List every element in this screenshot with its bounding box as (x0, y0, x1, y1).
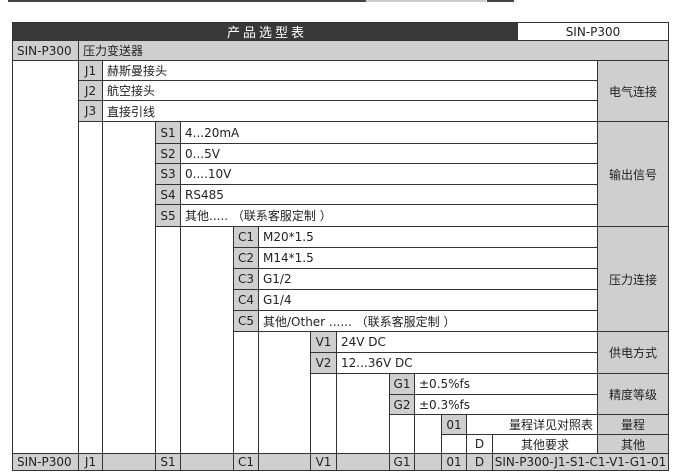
section-label-accuracy: 精度等级 (597, 373, 669, 415)
option-text-J3: 直接引线 (102, 100, 598, 122)
example-r: 01 (441, 453, 467, 471)
blank-column (414, 414, 442, 454)
example-blank (102, 453, 156, 471)
blank-column (78, 121, 103, 454)
option-text-D: 其他要求 (492, 434, 598, 454)
option-text-J1: 赫斯曼接头 (102, 60, 598, 81)
blank-column (441, 434, 467, 454)
option-code-C5: C5 (233, 310, 259, 332)
option-code-G2: G2 (389, 394, 415, 415)
option-text-S2: 0...5V (180, 143, 598, 164)
example-j: J1 (78, 453, 103, 471)
top-rule-light (366, 0, 486, 2)
top-rule-dark (8, 0, 366, 2)
table-title: 产品选型表 (12, 22, 518, 41)
example-g: G1 (389, 453, 415, 471)
option-code-S1: S1 (155, 121, 181, 144)
option-code-J2: J2 (78, 80, 103, 101)
option-code-S2: S2 (155, 143, 181, 164)
blank-column (180, 226, 234, 454)
option-code-J3: J3 (78, 100, 103, 122)
header-product-name: 压力变送器 (78, 40, 669, 61)
option-code-D: D (466, 434, 493, 454)
option-code-S5: S5 (155, 204, 181, 227)
option-text-01: 量程详见对照表 (466, 414, 598, 435)
option-text-S5: 其他..... （联系客服定制 ） (180, 204, 598, 227)
model-box: SIN-P300 (517, 22, 669, 41)
blank-column (389, 414, 415, 454)
option-code-S3: S3 (155, 163, 181, 185)
top-rule-dark-end (487, 0, 514, 2)
blank-column (12, 60, 79, 454)
blank-column (310, 373, 337, 454)
option-code-C3: C3 (233, 268, 259, 290)
section-label-pressure: 压力连接 (597, 226, 669, 332)
example-blank (414, 453, 442, 471)
section-label-power: 供电方式 (597, 331, 669, 374)
option-code-S4: S4 (155, 184, 181, 205)
blank-column (336, 373, 390, 454)
option-code-C4: C4 (233, 289, 259, 311)
example-blank (180, 453, 234, 471)
example-v: V1 (310, 453, 337, 471)
example-d: D (466, 453, 493, 471)
option-code-C2: C2 (233, 247, 259, 269)
option-text-C5: 其他/Other ...... （联系客服定制 ） (258, 310, 598, 332)
blank-column (233, 331, 259, 454)
example-model: SIN-P300 (12, 453, 79, 471)
option-code-V2: V2 (310, 352, 337, 374)
section-label-electrical: 电气连接 (597, 60, 669, 122)
example-c: C1 (233, 453, 259, 471)
option-text-G2: ±0.3%fs (414, 394, 598, 415)
option-text-C4: G1/4 (258, 289, 598, 311)
option-text-S4: RS485 (180, 184, 598, 205)
blank-column (155, 226, 181, 454)
option-text-C1: M20*1.5 (258, 226, 598, 248)
example-s: S1 (155, 453, 181, 471)
option-text-S1: 4...20mA (180, 121, 598, 144)
blank-column (102, 121, 156, 454)
option-code-G1: G1 (389, 373, 415, 395)
option-code-C1: C1 (233, 226, 259, 248)
header-model: SIN-P300 (12, 40, 79, 61)
option-text-V1: 24V DC (336, 331, 598, 353)
option-code-V1: V1 (310, 331, 337, 353)
option-code-01: 01 (441, 414, 467, 435)
option-text-V2: 12...36V DC (336, 352, 598, 374)
option-text-C2: M14*1.5 (258, 247, 598, 269)
blank-column (258, 331, 311, 454)
option-text-J2: 航空接头 (102, 80, 598, 101)
option-code-J1: J1 (78, 60, 103, 81)
option-text-C3: G1/2 (258, 268, 598, 290)
example-blank (336, 453, 390, 471)
option-text-G1: ±0.5%fs (414, 373, 598, 395)
example-result: SIN-P300-J1-S1-C1-V1-G1-01 (492, 453, 669, 471)
section-label-other: 其他 (597, 434, 669, 454)
example-blank (258, 453, 311, 471)
section-label-range: 量程 (597, 414, 669, 435)
section-label-output: 输出信号 (597, 121, 669, 227)
option-text-S3: 0....10V (180, 163, 598, 185)
